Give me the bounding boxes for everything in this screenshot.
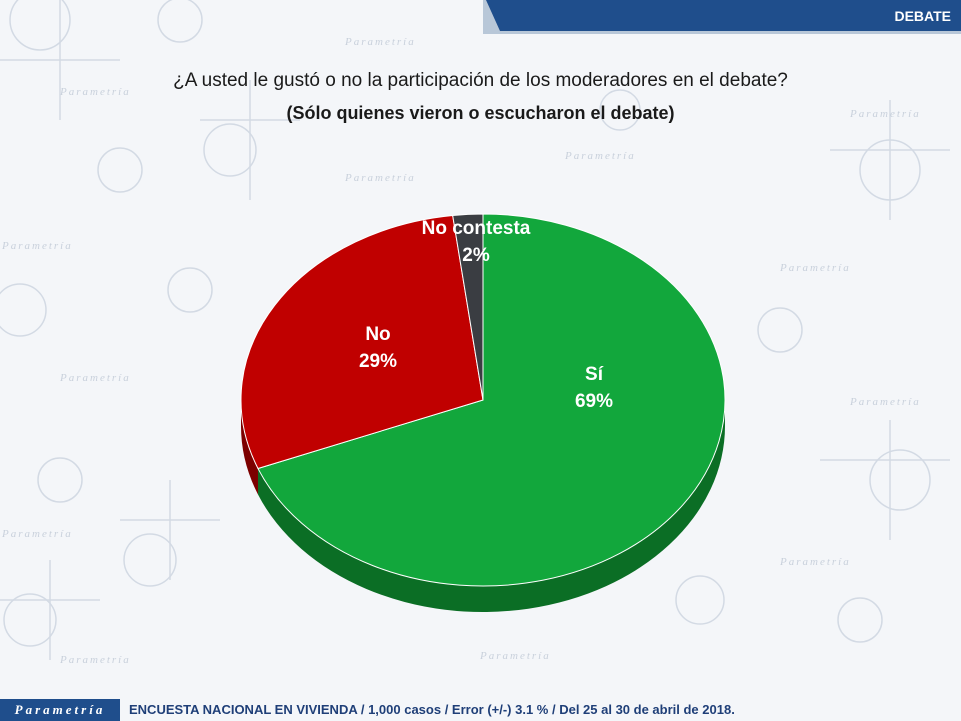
watermark-text: Parametría [60, 86, 131, 98]
watermark-text: Parametría [850, 108, 921, 120]
pie-slice-0 [257, 213, 726, 587]
watermark-text: Parametría [345, 172, 416, 184]
section-tab: DEBATE [483, 0, 961, 34]
watermark-text: Parametría [780, 556, 851, 568]
watermark-text: Parametría [480, 650, 551, 662]
section-tab-fill [486, 0, 961, 31]
section-label: DEBATE [894, 8, 951, 24]
pie-slice-2 [452, 213, 484, 401]
slice-label-1: No [365, 324, 390, 345]
watermark-text: Parametría [780, 262, 851, 274]
watermark-text: Parametría [2, 240, 73, 252]
watermark-text: Parametría [60, 654, 131, 666]
slice-value-1: 29% [359, 351, 397, 372]
footer-note: ENCUESTA NACIONAL EN VIVIENDA / 1,000 ca… [129, 702, 735, 717]
chart-subtitle: (Sólo quienes vieron o escucharon el deb… [286, 103, 675, 123]
watermark-text: Parametría [565, 150, 636, 162]
slice-label-0: Sí [585, 364, 604, 385]
slice-value-2: 2% [462, 245, 490, 266]
chart-title: ¿A usted le gustó o no la participación … [173, 70, 788, 91]
watermark-text: Parametría [850, 396, 921, 408]
pie-slice-1 [240, 214, 484, 470]
watermark-text: Parametría [2, 528, 73, 540]
slice-value-0: 69% [575, 391, 613, 412]
slice-label-2: No contesta [422, 218, 531, 239]
pie-side-1 [241, 400, 258, 495]
parametria-logo: Parametría [0, 699, 120, 721]
watermark-text: Parametría [345, 36, 416, 48]
watermark-text: Parametría [60, 372, 131, 384]
